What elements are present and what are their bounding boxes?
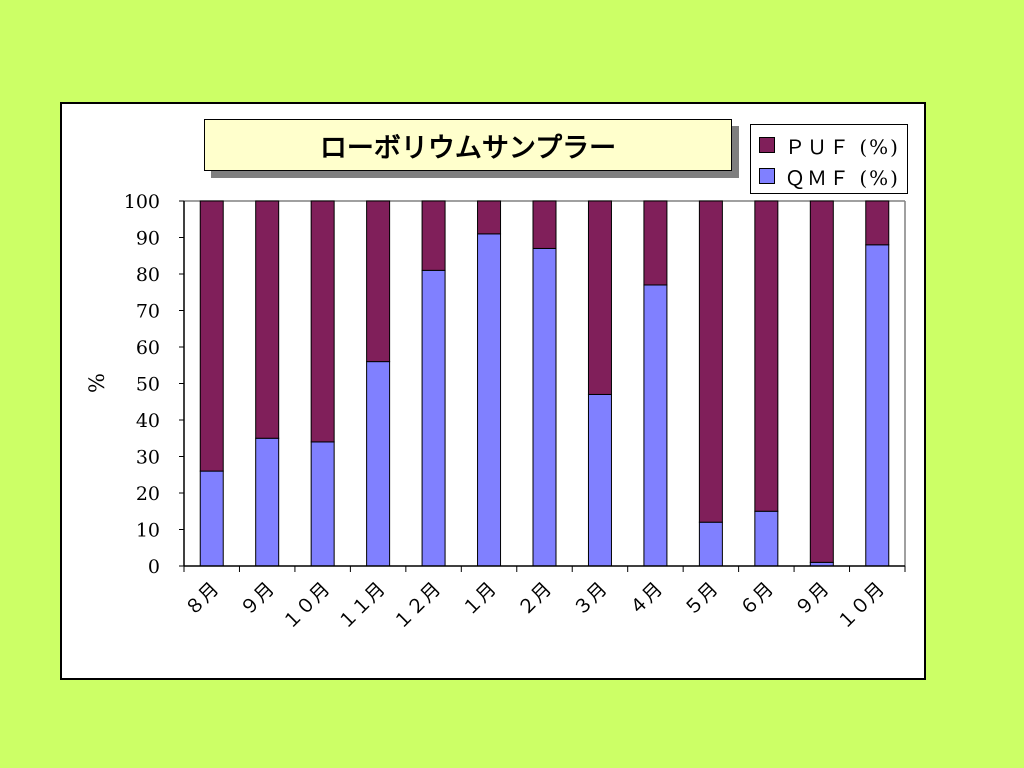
y-tick-label-100: 100: [124, 191, 160, 213]
y-axis-label: %: [85, 373, 109, 393]
x-tick-label-11: ９月: [791, 578, 833, 620]
legend-swatch-puf: [759, 137, 775, 153]
x-tick-label-10: ６月: [735, 578, 777, 620]
y-tick-label-30: 30: [136, 447, 160, 469]
y-tick-label-50: 50: [136, 374, 160, 396]
x-tick-label-1: ９月: [236, 578, 278, 620]
x-tick-label-9: ５月: [680, 578, 722, 620]
x-tick-label-12: １０月: [833, 578, 889, 634]
bar-puf-7: [587, 200, 612, 395]
bar-puf-2: [310, 200, 335, 443]
bar-qmf-3: [366, 361, 391, 567]
legend-item-qmf: ＱＭＦ (%): [759, 164, 900, 190]
x-tick-label-7: ３月: [569, 578, 611, 620]
bar-qmf-4: [421, 269, 446, 567]
bar-qmf-8: [643, 284, 668, 567]
bar-qmf-12: [865, 244, 890, 567]
bar-puf-11: [809, 200, 834, 563]
y-tick-label-70: 70: [136, 301, 160, 323]
bar-puf-8: [643, 200, 668, 286]
chart-legend: ＰＵＦ (%) ＱＭＦ (%): [750, 124, 908, 194]
x-tick-label-2: １０月: [278, 578, 334, 634]
legend-label-qmf: ＱＭＦ (%): [785, 165, 900, 190]
legend-label-puf: ＰＵＦ (%): [785, 134, 900, 159]
chart-title: ローボリウムサンプラー: [204, 119, 732, 171]
y-tick-label-0: 0: [148, 556, 160, 578]
bar-puf-0: [199, 200, 224, 472]
bar-qmf-5: [477, 233, 502, 567]
legend-item-puf: ＰＵＦ (%): [759, 133, 900, 159]
x-tick-label-4: １２月: [389, 578, 445, 634]
bar-puf-5: [477, 200, 502, 235]
bar-puf-4: [421, 200, 446, 271]
bar-puf-12: [865, 200, 890, 246]
bar-qmf-9: [698, 521, 723, 567]
bar-qmf-0: [199, 470, 224, 567]
x-tick-label-6: ２月: [514, 578, 556, 620]
x-tick-label-5: １月: [458, 578, 500, 620]
y-tick-label-20: 20: [136, 483, 160, 505]
bar-puf-10: [754, 200, 779, 512]
bar-qmf-7: [587, 393, 612, 567]
bar-qmf-1: [255, 437, 280, 567]
bar-puf-9: [698, 200, 723, 523]
bar-puf-1: [255, 200, 280, 439]
bar-qmf-10: [754, 510, 779, 567]
x-tick-label-3: １１月: [334, 578, 390, 634]
bar-puf-6: [532, 200, 557, 249]
legend-swatch-qmf: [759, 168, 775, 184]
bar-qmf-2: [310, 441, 335, 567]
bar-puf-3: [366, 200, 391, 363]
y-tick-label-60: 60: [136, 337, 160, 359]
y-tick-label-10: 10: [136, 520, 160, 542]
y-tick-label-90: 90: [136, 228, 160, 250]
y-tick-label-80: 80: [136, 264, 160, 286]
x-tick-label-0: ８月: [181, 578, 223, 620]
y-tick-label-40: 40: [136, 410, 160, 432]
x-tick-label-8: ４月: [625, 578, 667, 620]
bar-qmf-6: [532, 247, 557, 567]
